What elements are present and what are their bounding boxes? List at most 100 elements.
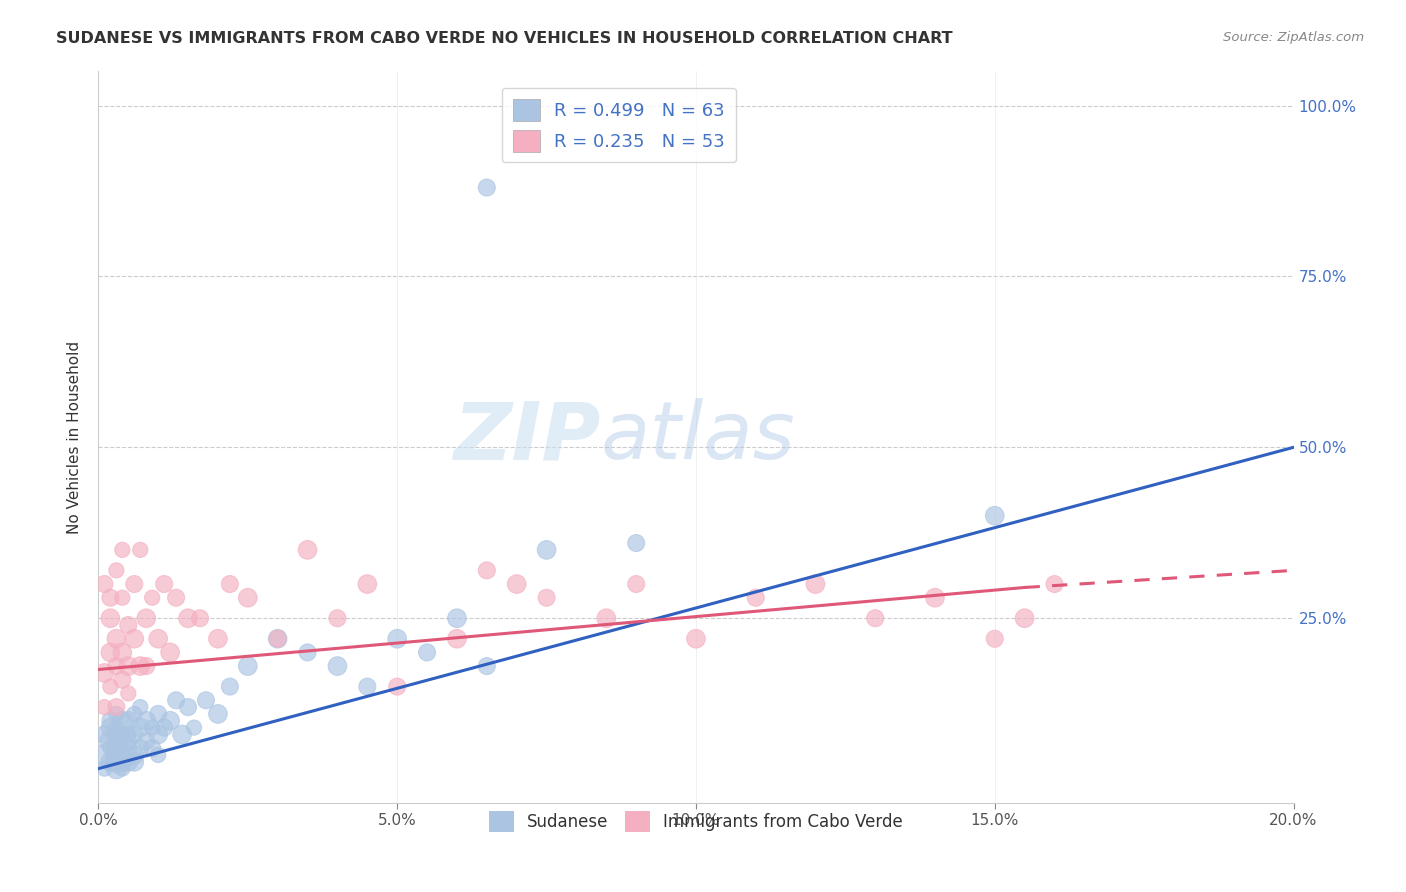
Point <box>117 686 139 700</box>
Point <box>105 762 128 776</box>
Point <box>207 706 229 721</box>
Point <box>105 755 128 769</box>
Point <box>135 714 157 728</box>
Text: atlas: atlas <box>600 398 796 476</box>
Point <box>98 721 122 735</box>
Point <box>117 741 139 756</box>
Point <box>129 700 152 714</box>
Point <box>385 632 409 646</box>
Point <box>129 659 152 673</box>
Point <box>117 659 139 673</box>
Point <box>105 734 128 748</box>
Point <box>804 577 827 591</box>
Point <box>93 577 115 591</box>
Point <box>111 747 134 762</box>
Point <box>111 762 134 776</box>
Point <box>416 645 439 659</box>
Point <box>172 727 194 741</box>
Point <box>124 632 146 646</box>
Point <box>446 611 468 625</box>
Point <box>98 755 122 769</box>
Text: Source: ZipAtlas.com: Source: ZipAtlas.com <box>1223 31 1364 45</box>
Point <box>124 706 146 721</box>
Point <box>105 747 128 762</box>
Y-axis label: No Vehicles in Household: No Vehicles in Household <box>67 341 83 533</box>
Point <box>117 755 139 769</box>
Point <box>98 680 122 694</box>
Point <box>984 632 1007 646</box>
Point <box>236 591 259 605</box>
Point <box>536 591 558 605</box>
Point <box>356 680 378 694</box>
Point <box>188 611 211 625</box>
Point <box>1014 611 1036 625</box>
Point <box>129 741 152 756</box>
Legend: Sudanese, Immigrants from Cabo Verde: Sudanese, Immigrants from Cabo Verde <box>482 805 910 838</box>
Point <box>148 747 170 762</box>
Point <box>153 577 176 591</box>
Point <box>124 755 146 769</box>
Point <box>93 665 115 680</box>
Point <box>129 542 152 557</box>
Point <box>117 618 139 632</box>
Point <box>141 741 163 756</box>
Point <box>626 536 648 550</box>
Point <box>595 611 617 625</box>
Point <box>105 706 128 721</box>
Point <box>159 645 181 659</box>
Point <box>93 700 115 714</box>
Point <box>267 632 290 646</box>
Point <box>195 693 218 707</box>
Point <box>745 591 768 605</box>
Point <box>207 632 229 646</box>
Point <box>865 611 887 625</box>
Point <box>141 591 163 605</box>
Point <box>506 577 529 591</box>
Point <box>141 721 163 735</box>
Point <box>475 659 498 673</box>
Point <box>124 747 146 762</box>
Point <box>177 611 200 625</box>
Point <box>475 180 498 194</box>
Text: SUDANESE VS IMMIGRANTS FROM CABO VERDE NO VEHICLES IN HOUSEHOLD CORRELATION CHAR: SUDANESE VS IMMIGRANTS FROM CABO VERDE N… <box>56 31 953 46</box>
Point <box>148 706 170 721</box>
Point <box>475 563 498 577</box>
Point <box>111 591 134 605</box>
Point <box>117 734 139 748</box>
Point <box>98 645 122 659</box>
Text: ZIP: ZIP <box>453 398 600 476</box>
Point <box>297 645 319 659</box>
Point <box>148 632 170 646</box>
Point <box>111 727 134 741</box>
Point <box>356 577 378 591</box>
Point <box>267 632 290 646</box>
Point <box>626 577 648 591</box>
Point <box>111 714 134 728</box>
Point <box>105 721 128 735</box>
Point <box>135 659 157 673</box>
Point <box>135 611 157 625</box>
Point <box>98 611 122 625</box>
Point <box>105 563 128 577</box>
Point <box>297 542 319 557</box>
Point <box>153 721 176 735</box>
Point <box>124 577 146 591</box>
Point <box>984 508 1007 523</box>
Point <box>236 659 259 673</box>
Point <box>98 734 122 748</box>
Point <box>98 714 122 728</box>
Point <box>105 632 128 646</box>
Point <box>105 700 128 714</box>
Point <box>135 734 157 748</box>
Point <box>326 659 349 673</box>
Point <box>165 693 187 707</box>
Point <box>93 747 115 762</box>
Point <box>124 727 146 741</box>
Point <box>446 632 468 646</box>
Point <box>183 721 205 735</box>
Point <box>93 762 115 776</box>
Point <box>111 741 134 756</box>
Point <box>105 659 128 673</box>
Point <box>129 721 152 735</box>
Point <box>105 741 128 756</box>
